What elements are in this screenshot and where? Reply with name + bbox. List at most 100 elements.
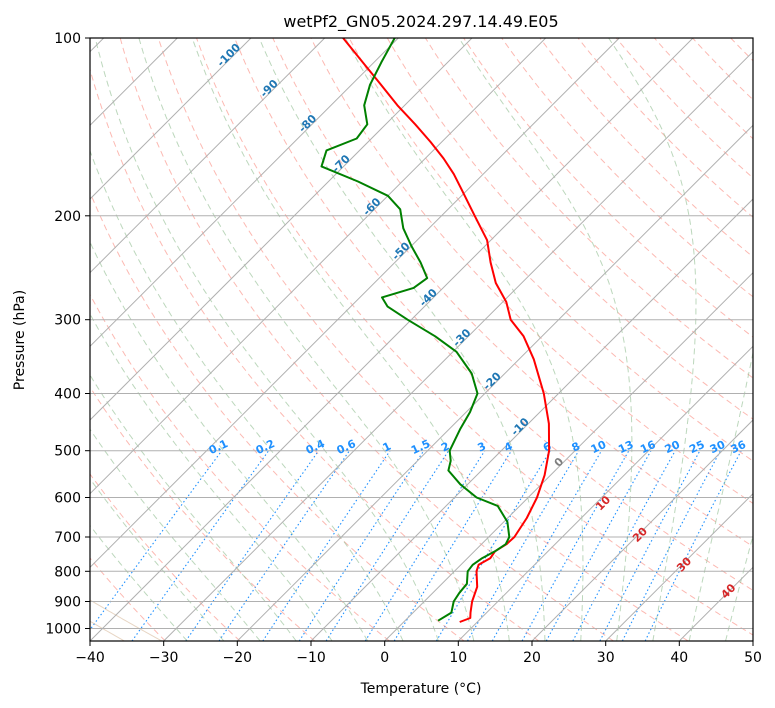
mixing-ratio-label: 0.6 [335,437,358,457]
dry-adiabat-line [196,38,753,636]
mixing-ratio-line [599,450,701,641]
x-tick-label: −10 [296,650,326,666]
mixing-ratio-label: 1 [381,440,393,455]
x-axis: −40 −30 −20 −10 0 10 20 30 40 50 [75,641,762,666]
isotherm-line [678,566,753,641]
dry-adiabat-line [272,38,753,548]
isotherm-line [90,38,399,348]
moist-adiabat-line [90,478,225,641]
y-tick-label: 800 [54,564,81,580]
mixing-ratio-label: 0.4 [304,437,327,457]
moist-adiabat-line [458,38,633,641]
isotherm-line [457,345,753,641]
isotherm-label: -40 [417,286,440,309]
mixing-ratio-line [298,450,425,641]
x-tick-label: 0 [380,650,389,666]
mixing-ratio-line [572,450,676,641]
isotherm-line [163,50,753,641]
mixing-ratio-label: 20 [663,438,683,456]
isotherm-label: -10 [509,415,532,438]
y-tick-label: 1000 [45,622,81,638]
isotherm-line [384,271,753,641]
mixing-ratio-label: 8 [570,440,582,455]
moist-adiabat-line [258,38,546,641]
moist-adiabat-line [90,313,333,641]
y-tick-label: 400 [54,387,81,403]
dry-adiabat-line [310,38,753,504]
mixing-ratio-line [545,450,652,641]
y-tick-label: 500 [54,444,81,460]
isotherm-line [236,124,753,641]
theta-e-guide-line [0,38,12,641]
y-tick-label: 900 [54,595,81,611]
mixing-ratio-line [644,450,742,641]
mixing-ratio-label: 16 [638,438,658,456]
y-tick-label: 100 [54,31,81,47]
isotherm-line [90,38,547,495]
mixing-ratio-label: 1.5 [409,437,432,457]
isotherm-label: -100 [214,41,243,70]
mixing-ratio-label: 4 [502,439,515,454]
dry-adiabat-line [234,38,753,591]
dry-adiabat-line [348,38,753,462]
moist-adiabat-line [90,428,261,641]
moist-adiabat-line [138,38,475,641]
x-tick-label: −20 [223,650,253,666]
dry-adiabat-line [90,386,316,641]
dry-adiabat-line [501,38,753,298]
moist-adiabat-line [344,38,584,641]
mixing-ratio-line [435,450,551,641]
moist-adiabat-line [191,38,510,641]
mixing-ratio-label: 0.2 [254,437,277,457]
dry-adiabat-line [119,38,614,641]
moist-adiabat-line [94,38,439,641]
mixing-ratio-line [185,450,320,641]
moist-adiabat-line [608,38,697,641]
x-tick-label: −30 [149,650,179,666]
dry-adiabat-line [654,38,753,140]
isotherm-line [90,38,620,569]
moist-adiabat-line [90,374,297,641]
mixing-ratio-label: 10 [589,438,609,456]
moist-adiabat-line [90,524,188,641]
mixing-ratio-line [218,450,350,641]
y-tick-label: 300 [54,313,81,329]
mixing-ratio-label: 36 [729,438,749,456]
dewpoint-profile-line [320,38,511,622]
y-axis-label: Pressure (hPa) [12,290,28,390]
mixing-ratio-line [325,450,450,641]
isotherm-label: -30 [450,326,473,349]
theta-e-label: 0 [552,455,567,470]
isotherm-line [90,38,252,200]
moist-adiabat-line [688,350,753,641]
isotherm-line [90,38,326,274]
x-tick-label: 20 [523,650,541,666]
x-tick-label: 10 [449,650,467,666]
dry-adiabat-line [692,38,753,101]
isotherm-line [310,198,753,641]
isotherm-line [605,492,753,641]
dry-adiabat-line [90,473,241,641]
mixing-ratio-line [521,450,630,641]
theta-e-label: 10 [593,493,613,513]
temperature-profile-line [342,38,551,623]
x-tick-label: 40 [670,650,688,666]
x-tick-label: 50 [744,650,762,666]
dry-adiabat-line [90,293,390,641]
isotherm-label: -80 [296,112,319,135]
dry-adiabat-line [424,38,753,379]
x-axis-label: Temperature (°C) [360,681,482,697]
dry-adiabat-line [386,38,753,420]
y-tick-label: 600 [54,491,81,507]
isotherm-line [531,419,753,641]
mixing-ratio-label: 30 [708,438,728,456]
dry-adiabat-line [90,191,465,641]
mixing-ratio-line [621,450,721,641]
mixing-ratio-line [262,450,391,641]
dry-adiabat-line [463,38,753,338]
y-tick-label: 200 [54,209,81,225]
moist-adiabat-line [90,240,369,641]
isotherm-line [752,640,753,641]
moist-adiabat-line [90,149,404,641]
